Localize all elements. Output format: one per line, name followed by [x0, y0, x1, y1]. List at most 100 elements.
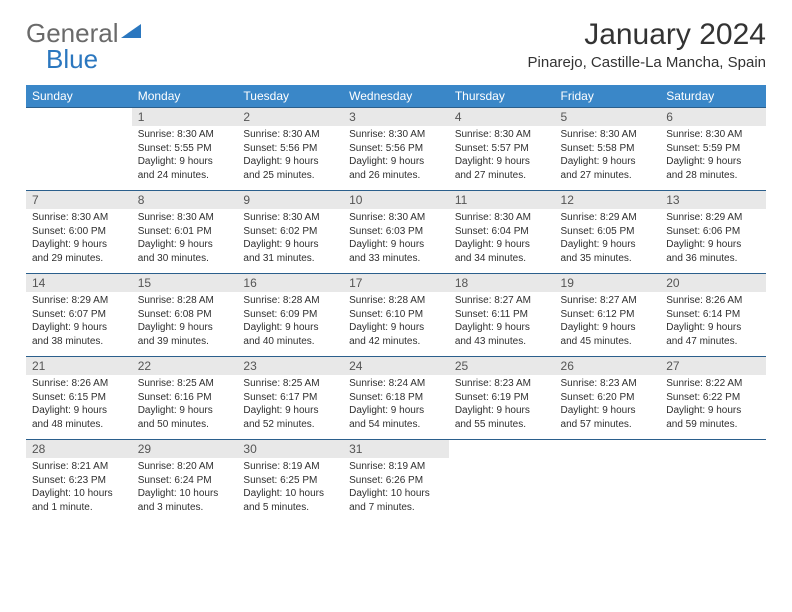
sunset-text: Sunset: 6:22 PM — [666, 391, 760, 405]
day-number: 19 — [555, 274, 661, 292]
sunrise-text: Sunrise: 8:29 AM — [561, 211, 655, 225]
day-number: 29 — [132, 440, 238, 458]
day-number: 6 — [660, 108, 766, 126]
day-number: 24 — [343, 357, 449, 375]
sunrise-text: Sunrise: 8:25 AM — [243, 377, 337, 391]
daylight-text: Daylight: 9 hours and 26 minutes. — [349, 155, 443, 182]
calendar-body: 1Sunrise: 8:30 AMSunset: 5:55 PMDaylight… — [26, 108, 766, 523]
day-data: Sunrise: 8:30 AMSunset: 6:00 PMDaylight:… — [26, 209, 132, 273]
daylight-text: Daylight: 9 hours and 39 minutes. — [138, 321, 232, 348]
weekday-header: Friday — [555, 85, 661, 108]
calendar-week-row: 21Sunrise: 8:26 AMSunset: 6:15 PMDayligh… — [26, 357, 766, 440]
calendar-cell: 2Sunrise: 8:30 AMSunset: 5:56 PMDaylight… — [237, 108, 343, 191]
sunset-text: Sunset: 5:57 PM — [455, 142, 549, 156]
day-data: Sunrise: 8:22 AMSunset: 6:22 PMDaylight:… — [660, 375, 766, 439]
sunset-text: Sunset: 6:01 PM — [138, 225, 232, 239]
day-data — [449, 458, 555, 472]
calendar-cell: 7Sunrise: 8:30 AMSunset: 6:00 PMDaylight… — [26, 191, 132, 274]
day-data: Sunrise: 8:30 AMSunset: 6:03 PMDaylight:… — [343, 209, 449, 273]
day-number: 28 — [26, 440, 132, 458]
day-number: 26 — [555, 357, 661, 375]
day-number: 1 — [132, 108, 238, 126]
day-data: Sunrise: 8:30 AMSunset: 5:56 PMDaylight:… — [343, 126, 449, 190]
sunrise-text: Sunrise: 8:30 AM — [349, 211, 443, 225]
day-number: 11 — [449, 191, 555, 209]
weekday-header: Saturday — [660, 85, 766, 108]
calendar-cell: 11Sunrise: 8:30 AMSunset: 6:04 PMDayligh… — [449, 191, 555, 274]
day-number: 25 — [449, 357, 555, 375]
calendar-cell: 1Sunrise: 8:30 AMSunset: 5:55 PMDaylight… — [132, 108, 238, 191]
sunset-text: Sunset: 6:06 PM — [666, 225, 760, 239]
calendar-cell: 9Sunrise: 8:30 AMSunset: 6:02 PMDaylight… — [237, 191, 343, 274]
daylight-text: Daylight: 9 hours and 31 minutes. — [243, 238, 337, 265]
sunset-text: Sunset: 6:15 PM — [32, 391, 126, 405]
calendar-cell: 24Sunrise: 8:24 AMSunset: 6:18 PMDayligh… — [343, 357, 449, 440]
sunrise-text: Sunrise: 8:30 AM — [138, 128, 232, 142]
day-number: 15 — [132, 274, 238, 292]
daylight-text: Daylight: 9 hours and 50 minutes. — [138, 404, 232, 431]
sunrise-text: Sunrise: 8:30 AM — [561, 128, 655, 142]
sunrise-text: Sunrise: 8:30 AM — [32, 211, 126, 225]
daylight-text: Daylight: 9 hours and 36 minutes. — [666, 238, 760, 265]
month-title: January 2024 — [528, 18, 766, 52]
daylight-text: Daylight: 9 hours and 25 minutes. — [243, 155, 337, 182]
calendar-cell — [449, 440, 555, 523]
sunset-text: Sunset: 6:17 PM — [243, 391, 337, 405]
sunset-text: Sunset: 6:23 PM — [32, 474, 126, 488]
daylight-text: Daylight: 9 hours and 42 minutes. — [349, 321, 443, 348]
weekday-header-row: Sunday Monday Tuesday Wednesday Thursday… — [26, 85, 766, 108]
sunset-text: Sunset: 6:09 PM — [243, 308, 337, 322]
calendar-cell: 29Sunrise: 8:20 AMSunset: 6:24 PMDayligh… — [132, 440, 238, 523]
daylight-text: Daylight: 9 hours and 33 minutes. — [349, 238, 443, 265]
calendar-cell: 25Sunrise: 8:23 AMSunset: 6:19 PMDayligh… — [449, 357, 555, 440]
daylight-text: Daylight: 9 hours and 55 minutes. — [455, 404, 549, 431]
sunrise-text: Sunrise: 8:26 AM — [666, 294, 760, 308]
day-data: Sunrise: 8:30 AMSunset: 6:02 PMDaylight:… — [237, 209, 343, 273]
day-data: Sunrise: 8:30 AMSunset: 5:58 PMDaylight:… — [555, 126, 661, 190]
day-data: Sunrise: 8:26 AMSunset: 6:15 PMDaylight:… — [26, 375, 132, 439]
sunrise-text: Sunrise: 8:30 AM — [455, 128, 549, 142]
sunset-text: Sunset: 6:14 PM — [666, 308, 760, 322]
calendar-cell: 31Sunrise: 8:19 AMSunset: 6:26 PMDayligh… — [343, 440, 449, 523]
sunrise-text: Sunrise: 8:30 AM — [243, 211, 337, 225]
day-data: Sunrise: 8:27 AMSunset: 6:12 PMDaylight:… — [555, 292, 661, 356]
weekday-header: Wednesday — [343, 85, 449, 108]
day-number: 27 — [660, 357, 766, 375]
day-number: 18 — [449, 274, 555, 292]
sunset-text: Sunset: 6:24 PM — [138, 474, 232, 488]
calendar-cell: 19Sunrise: 8:27 AMSunset: 6:12 PMDayligh… — [555, 274, 661, 357]
day-data: Sunrise: 8:30 AMSunset: 5:57 PMDaylight:… — [449, 126, 555, 190]
day-number: 13 — [660, 191, 766, 209]
sunrise-text: Sunrise: 8:28 AM — [243, 294, 337, 308]
calendar-cell: 10Sunrise: 8:30 AMSunset: 6:03 PMDayligh… — [343, 191, 449, 274]
location-text: Pinarejo, Castille-La Mancha, Spain — [528, 54, 766, 71]
calendar-week-row: 28Sunrise: 8:21 AMSunset: 6:23 PMDayligh… — [26, 440, 766, 523]
weekday-header: Thursday — [449, 85, 555, 108]
sunset-text: Sunset: 5:56 PM — [243, 142, 337, 156]
sunset-text: Sunset: 6:20 PM — [561, 391, 655, 405]
sunrise-text: Sunrise: 8:28 AM — [138, 294, 232, 308]
daylight-text: Daylight: 9 hours and 38 minutes. — [32, 321, 126, 348]
day-number: 14 — [26, 274, 132, 292]
day-data: Sunrise: 8:23 AMSunset: 6:20 PMDaylight:… — [555, 375, 661, 439]
calendar-cell: 27Sunrise: 8:22 AMSunset: 6:22 PMDayligh… — [660, 357, 766, 440]
daylight-text: Daylight: 9 hours and 59 minutes. — [666, 404, 760, 431]
calendar-cell: 3Sunrise: 8:30 AMSunset: 5:56 PMDaylight… — [343, 108, 449, 191]
calendar-cell: 26Sunrise: 8:23 AMSunset: 6:20 PMDayligh… — [555, 357, 661, 440]
day-data: Sunrise: 8:19 AMSunset: 6:26 PMDaylight:… — [343, 458, 449, 522]
daylight-text: Daylight: 10 hours and 5 minutes. — [243, 487, 337, 514]
sunset-text: Sunset: 6:02 PM — [243, 225, 337, 239]
daylight-text: Daylight: 9 hours and 48 minutes. — [32, 404, 126, 431]
day-data: Sunrise: 8:27 AMSunset: 6:11 PMDaylight:… — [449, 292, 555, 356]
sunrise-text: Sunrise: 8:19 AM — [349, 460, 443, 474]
sunset-text: Sunset: 6:18 PM — [349, 391, 443, 405]
weekday-header: Monday — [132, 85, 238, 108]
day-number: 22 — [132, 357, 238, 375]
sunset-text: Sunset: 6:11 PM — [455, 308, 549, 322]
daylight-text: Daylight: 9 hours and 47 minutes. — [666, 321, 760, 348]
sunrise-text: Sunrise: 8:25 AM — [138, 377, 232, 391]
daylight-text: Daylight: 9 hours and 57 minutes. — [561, 404, 655, 431]
calendar-week-row: 1Sunrise: 8:30 AMSunset: 5:55 PMDaylight… — [26, 108, 766, 191]
daylight-text: Daylight: 9 hours and 35 minutes. — [561, 238, 655, 265]
sunrise-text: Sunrise: 8:27 AM — [455, 294, 549, 308]
